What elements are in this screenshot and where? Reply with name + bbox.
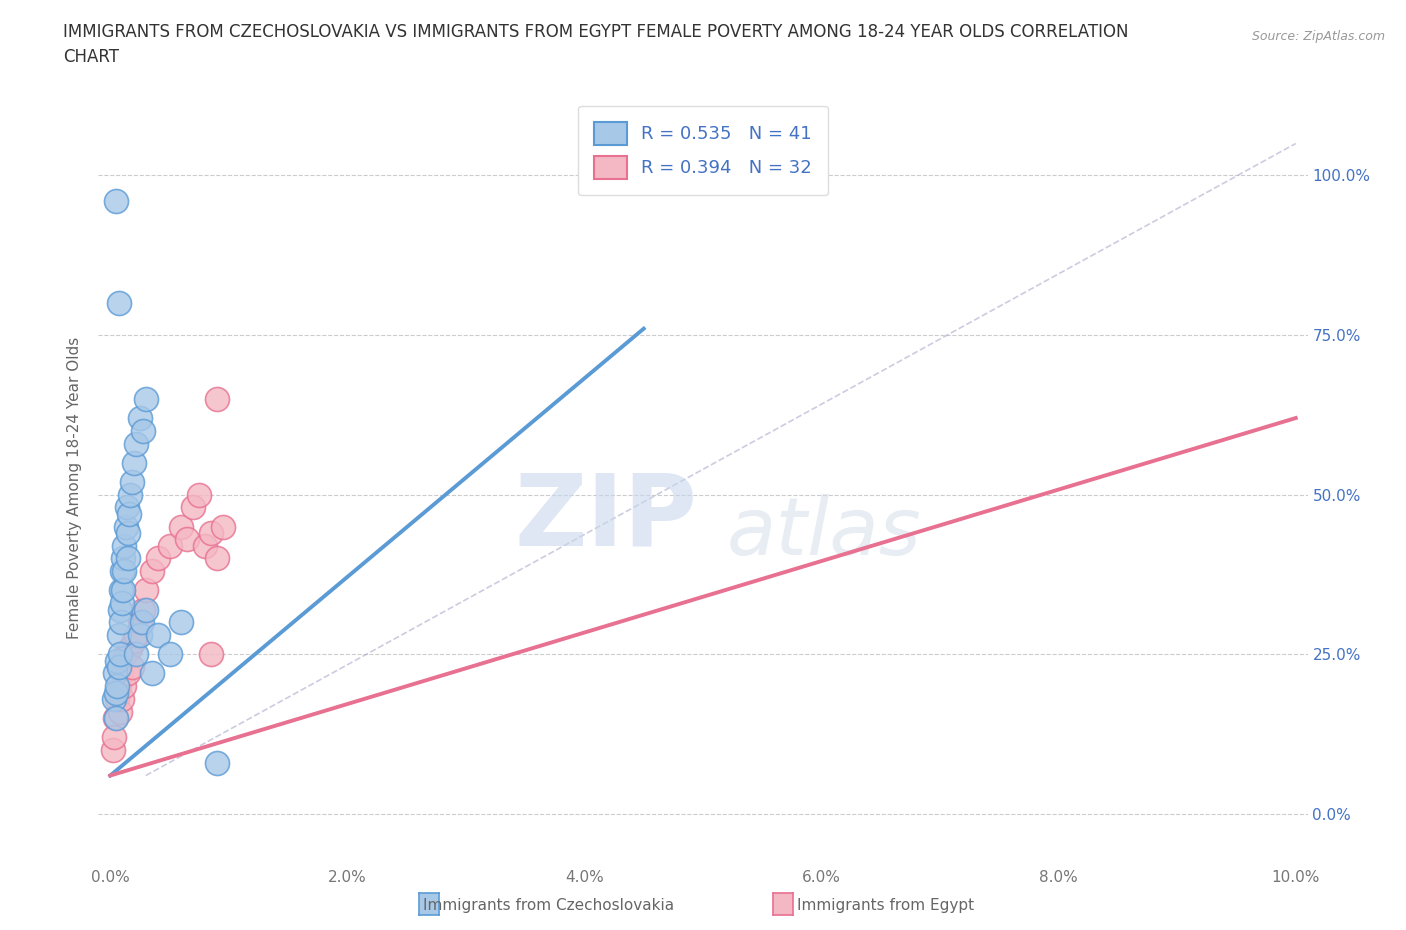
Point	[112, 551, 135, 566]
Point	[125, 436, 148, 451]
Point	[135, 392, 157, 406]
Point	[181, 500, 204, 515]
Point	[121, 474, 143, 489]
Text: IMMIGRANTS FROM CZECHOSLOVAKIA VS IMMIGRANTS FROM EGYPT FEMALE POVERTY AMONG 18-: IMMIGRANTS FROM CZECHOSLOVAKIA VS IMMIGR…	[63, 23, 1129, 66]
Point	[110, 583, 132, 598]
Point	[103, 730, 125, 745]
Point	[107, 679, 129, 694]
Point	[120, 487, 142, 502]
Point	[188, 487, 211, 502]
Point	[105, 711, 128, 725]
Point	[114, 679, 136, 694]
Point	[170, 615, 193, 630]
Point	[205, 755, 228, 770]
Point	[205, 392, 228, 406]
Point	[112, 653, 135, 668]
Point	[122, 634, 145, 649]
Point	[111, 596, 134, 611]
Point	[101, 742, 124, 757]
Point	[117, 551, 139, 566]
Point	[110, 666, 132, 681]
Point	[117, 666, 139, 681]
Point	[115, 500, 138, 515]
Point	[170, 519, 193, 534]
Point	[205, 551, 228, 566]
Point	[176, 532, 198, 547]
Text: Source: ZipAtlas.com: Source: ZipAtlas.com	[1251, 30, 1385, 43]
Point	[104, 711, 127, 725]
Point	[107, 659, 129, 674]
Point	[110, 615, 132, 630]
Point	[108, 602, 131, 617]
Point	[159, 538, 181, 553]
Point	[118, 506, 141, 521]
Point	[125, 646, 148, 661]
Point	[200, 646, 222, 661]
Text: atlas: atlas	[727, 495, 921, 573]
Point	[112, 583, 135, 598]
Point	[105, 653, 128, 668]
Point	[117, 525, 139, 540]
Point	[131, 615, 153, 630]
Point	[107, 628, 129, 643]
Point	[114, 538, 136, 553]
Point	[200, 525, 222, 540]
Point	[141, 564, 163, 578]
Point	[159, 646, 181, 661]
Point	[132, 602, 155, 617]
Point	[108, 704, 131, 719]
Point	[103, 692, 125, 707]
Point	[135, 583, 157, 598]
Point	[105, 692, 128, 707]
Point	[104, 666, 127, 681]
Point	[111, 564, 134, 578]
Point	[129, 615, 152, 630]
Point	[114, 646, 136, 661]
Point	[105, 193, 128, 208]
Legend: R = 0.535   N = 41, R = 0.394   N = 32: R = 0.535 N = 41, R = 0.394 N = 32	[578, 106, 828, 195]
Point	[212, 519, 235, 534]
Point	[129, 628, 152, 643]
Text: Immigrants from Egypt: Immigrants from Egypt	[797, 897, 974, 912]
Point	[194, 538, 217, 553]
Point	[122, 456, 145, 471]
Point	[111, 692, 134, 707]
Point	[146, 551, 169, 566]
Point	[114, 564, 136, 578]
Point	[105, 679, 128, 694]
Point	[105, 685, 128, 700]
Point	[107, 296, 129, 311]
Point	[146, 628, 169, 643]
Y-axis label: Female Poverty Among 18-24 Year Olds: Female Poverty Among 18-24 Year Olds	[67, 338, 83, 640]
Point	[132, 423, 155, 438]
Point	[108, 646, 131, 661]
Point	[114, 519, 136, 534]
Point	[120, 641, 142, 656]
Point	[121, 659, 143, 674]
Text: ZIP: ZIP	[515, 470, 697, 567]
Point	[129, 410, 152, 425]
Point	[135, 602, 157, 617]
Text: Immigrants from Czechoslovakia: Immigrants from Czechoslovakia	[423, 897, 673, 912]
Point	[141, 666, 163, 681]
Point	[125, 628, 148, 643]
